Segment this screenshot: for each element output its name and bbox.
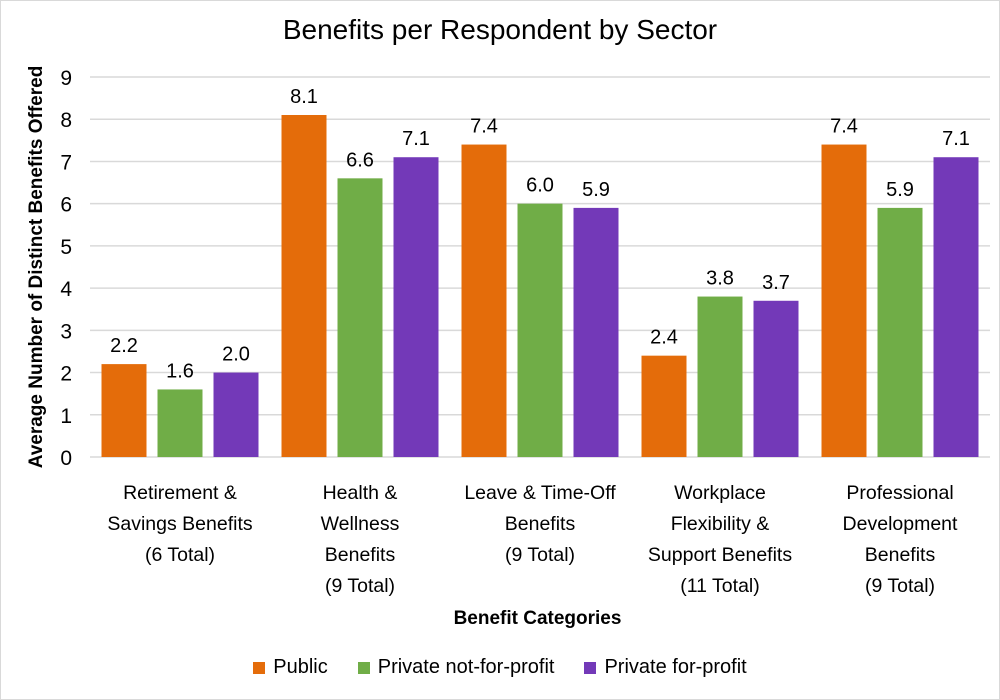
x-tick-label: (6 Total) <box>145 544 215 566</box>
y-tick-label: 9 <box>60 67 72 90</box>
bar-private-not-for-profit <box>517 203 563 457</box>
x-tick-label: Flexibility & <box>671 513 770 535</box>
data-label-private-for-profit: 7.1 <box>402 128 430 150</box>
y-tick-label: 7 <box>60 151 72 174</box>
y-tick-label: 2 <box>60 363 72 386</box>
data-label-public: 2.4 <box>650 327 678 349</box>
x-tick-label: Benefits <box>505 513 576 535</box>
bar-public <box>821 144 867 458</box>
bar-private-for-profit <box>393 157 439 457</box>
bar-private-for-profit <box>933 157 979 457</box>
data-label-public: 7.4 <box>470 116 498 138</box>
legend-label-public: Public <box>273 656 328 678</box>
y-tick-label: 8 <box>60 109 72 132</box>
data-label-private-not-for-profit: 6.0 <box>526 175 554 197</box>
x-tick-label: Benefits <box>865 544 936 566</box>
legend-swatch-private-for-profit <box>584 661 597 674</box>
x-tick-label: (9 Total) <box>865 575 935 597</box>
data-label-public: 7.4 <box>830 116 858 138</box>
legend-item-public: Public <box>253 656 328 679</box>
x-tick-label: (11 Total) <box>680 575 760 597</box>
bar-public <box>101 364 147 457</box>
legend-swatch-private-not-for-profit <box>357 661 370 674</box>
bar-public <box>641 355 687 457</box>
x-tick-label: Development <box>843 513 958 535</box>
x-tick-label: Workplace <box>674 482 766 504</box>
x-axis-label: Benefit Categories <box>453 608 622 629</box>
bar-private-for-profit <box>213 372 259 457</box>
bar-public <box>461 144 507 458</box>
data-label-public: 8.1 <box>290 86 318 108</box>
x-tick-label: Health & <box>323 482 398 504</box>
bar-private-not-for-profit <box>877 207 923 457</box>
bar-private-for-profit <box>753 300 799 457</box>
data-label-private-for-profit: 7.1 <box>942 128 970 150</box>
y-tick-label: 1 <box>60 405 72 428</box>
x-tick-label: Savings Benefits <box>107 513 253 535</box>
data-label-private-for-profit: 2.0 <box>222 344 250 366</box>
x-tick-label: Wellness <box>321 513 400 535</box>
bar-private-not-for-profit <box>697 296 743 457</box>
data-label-private-for-profit: 3.7 <box>762 272 790 294</box>
y-tick-label: 0 <box>60 447 72 470</box>
bar-public <box>281 115 327 457</box>
legend-label-private-not-for-profit: Private not-for-profit <box>377 656 555 678</box>
data-label-public: 2.2 <box>110 335 138 357</box>
x-tick-label: Leave & Time-Off <box>464 482 616 504</box>
data-label-private-not-for-profit: 6.6 <box>346 149 374 171</box>
x-tick-label: Retirement & <box>123 482 237 504</box>
legend: Public Private not-for-profit Private fo… <box>0 656 1000 679</box>
chart-title: Benefits per Respondent by Sector <box>282 14 718 45</box>
x-tick-label: (9 Total) <box>325 575 395 597</box>
data-label-private-not-for-profit: 3.8 <box>706 268 734 290</box>
bar-private-not-for-profit <box>157 389 203 457</box>
y-tick-label: 5 <box>60 236 72 259</box>
legend-item-private-not-for-profit: Private not-for-profit <box>357 656 555 679</box>
x-tick-label: Professional <box>846 482 953 504</box>
data-label-private-not-for-profit: 5.9 <box>886 179 914 201</box>
bar-private-not-for-profit <box>337 178 383 458</box>
data-label-private-not-for-profit: 1.6 <box>166 360 194 382</box>
data-label-private-for-profit: 5.9 <box>582 179 610 201</box>
y-tick-label: 4 <box>60 278 72 301</box>
legend-item-private-for-profit: Private for-profit <box>584 656 747 679</box>
bar-private-for-profit <box>573 207 619 457</box>
x-tick-label: Benefits <box>325 544 396 566</box>
legend-swatch-public <box>253 661 266 674</box>
y-tick-label: 3 <box>60 320 72 343</box>
y-tick-label: 6 <box>60 194 72 217</box>
x-tick-label: Support Benefits <box>648 544 792 566</box>
x-tick-label: (9 Total) <box>505 544 575 566</box>
legend-label-private-for-profit: Private for-profit <box>604 656 747 678</box>
